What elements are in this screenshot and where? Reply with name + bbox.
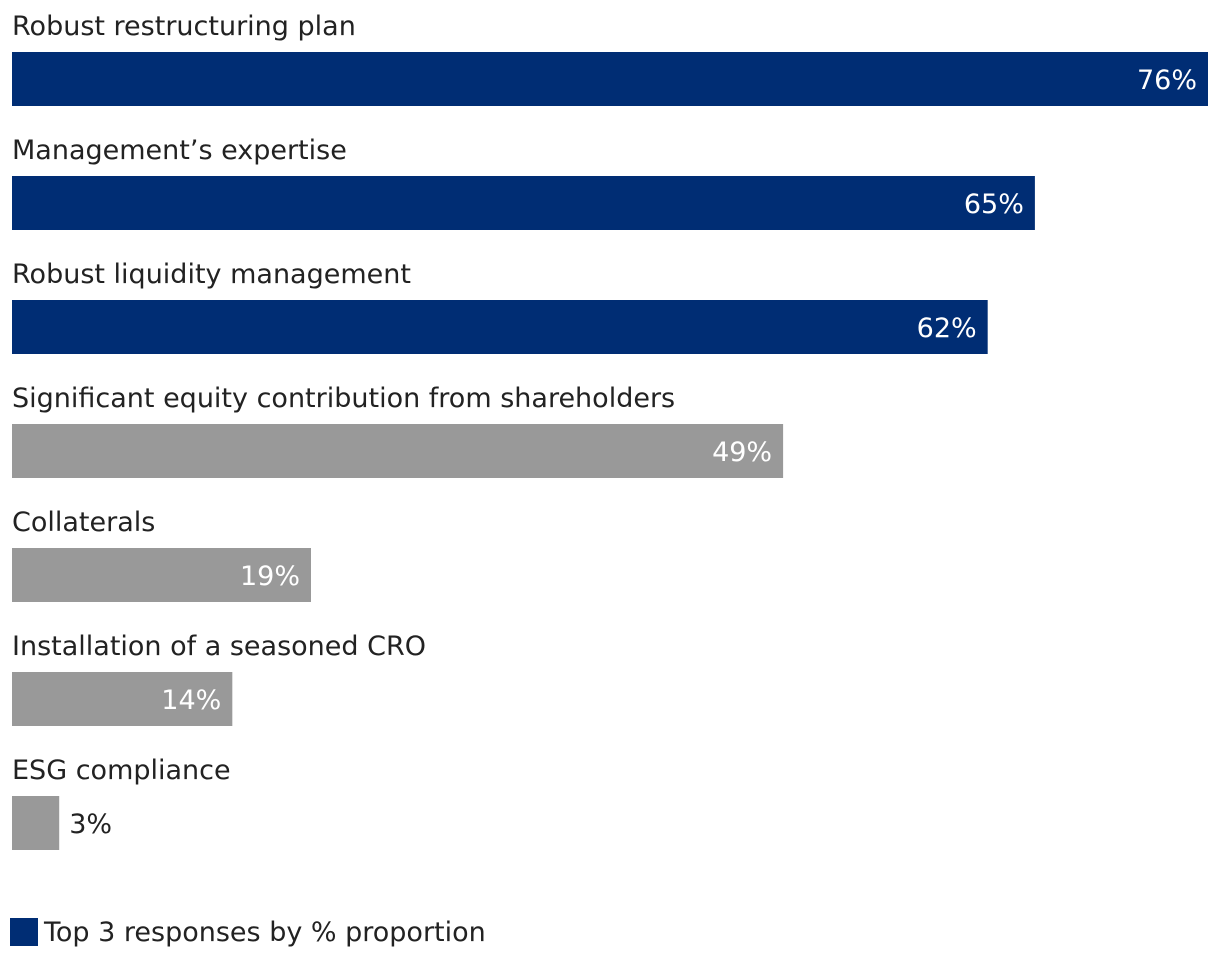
bar [12, 176, 1035, 230]
category-label: Robust restructuring plan [12, 11, 356, 42]
category-label: ESG compliance [12, 755, 231, 786]
bar [12, 52, 1208, 106]
category-label: Robust liquidity management [12, 259, 411, 290]
category-label: Installation of a seasoned CRO [12, 631, 426, 662]
category-label: Management’s expertise [12, 135, 347, 166]
bar-chart: Robust restructuring plan 76% Management’s… [12, 11, 1208, 850]
bar [12, 796, 60, 850]
value-label: 65% [964, 189, 1024, 220]
category-label: Significant equity contribution from sha… [12, 383, 675, 414]
category-label: Collaterals [12, 507, 155, 538]
legend-swatch [10, 918, 38, 946]
bar [12, 672, 233, 726]
legend-label: Top 3 responses by % proportion [44, 916, 486, 948]
legend: Top 3 responses by % proportion [10, 914, 486, 950]
bar [12, 424, 784, 478]
bar [12, 300, 988, 354]
value-label: 3% [69, 809, 112, 840]
value-label: 76% [1137, 65, 1197, 96]
value-label: 14% [161, 685, 221, 716]
value-label: 49% [712, 437, 772, 468]
value-label: 19% [240, 561, 300, 592]
value-label: 62% [917, 313, 977, 344]
bar [12, 548, 311, 602]
